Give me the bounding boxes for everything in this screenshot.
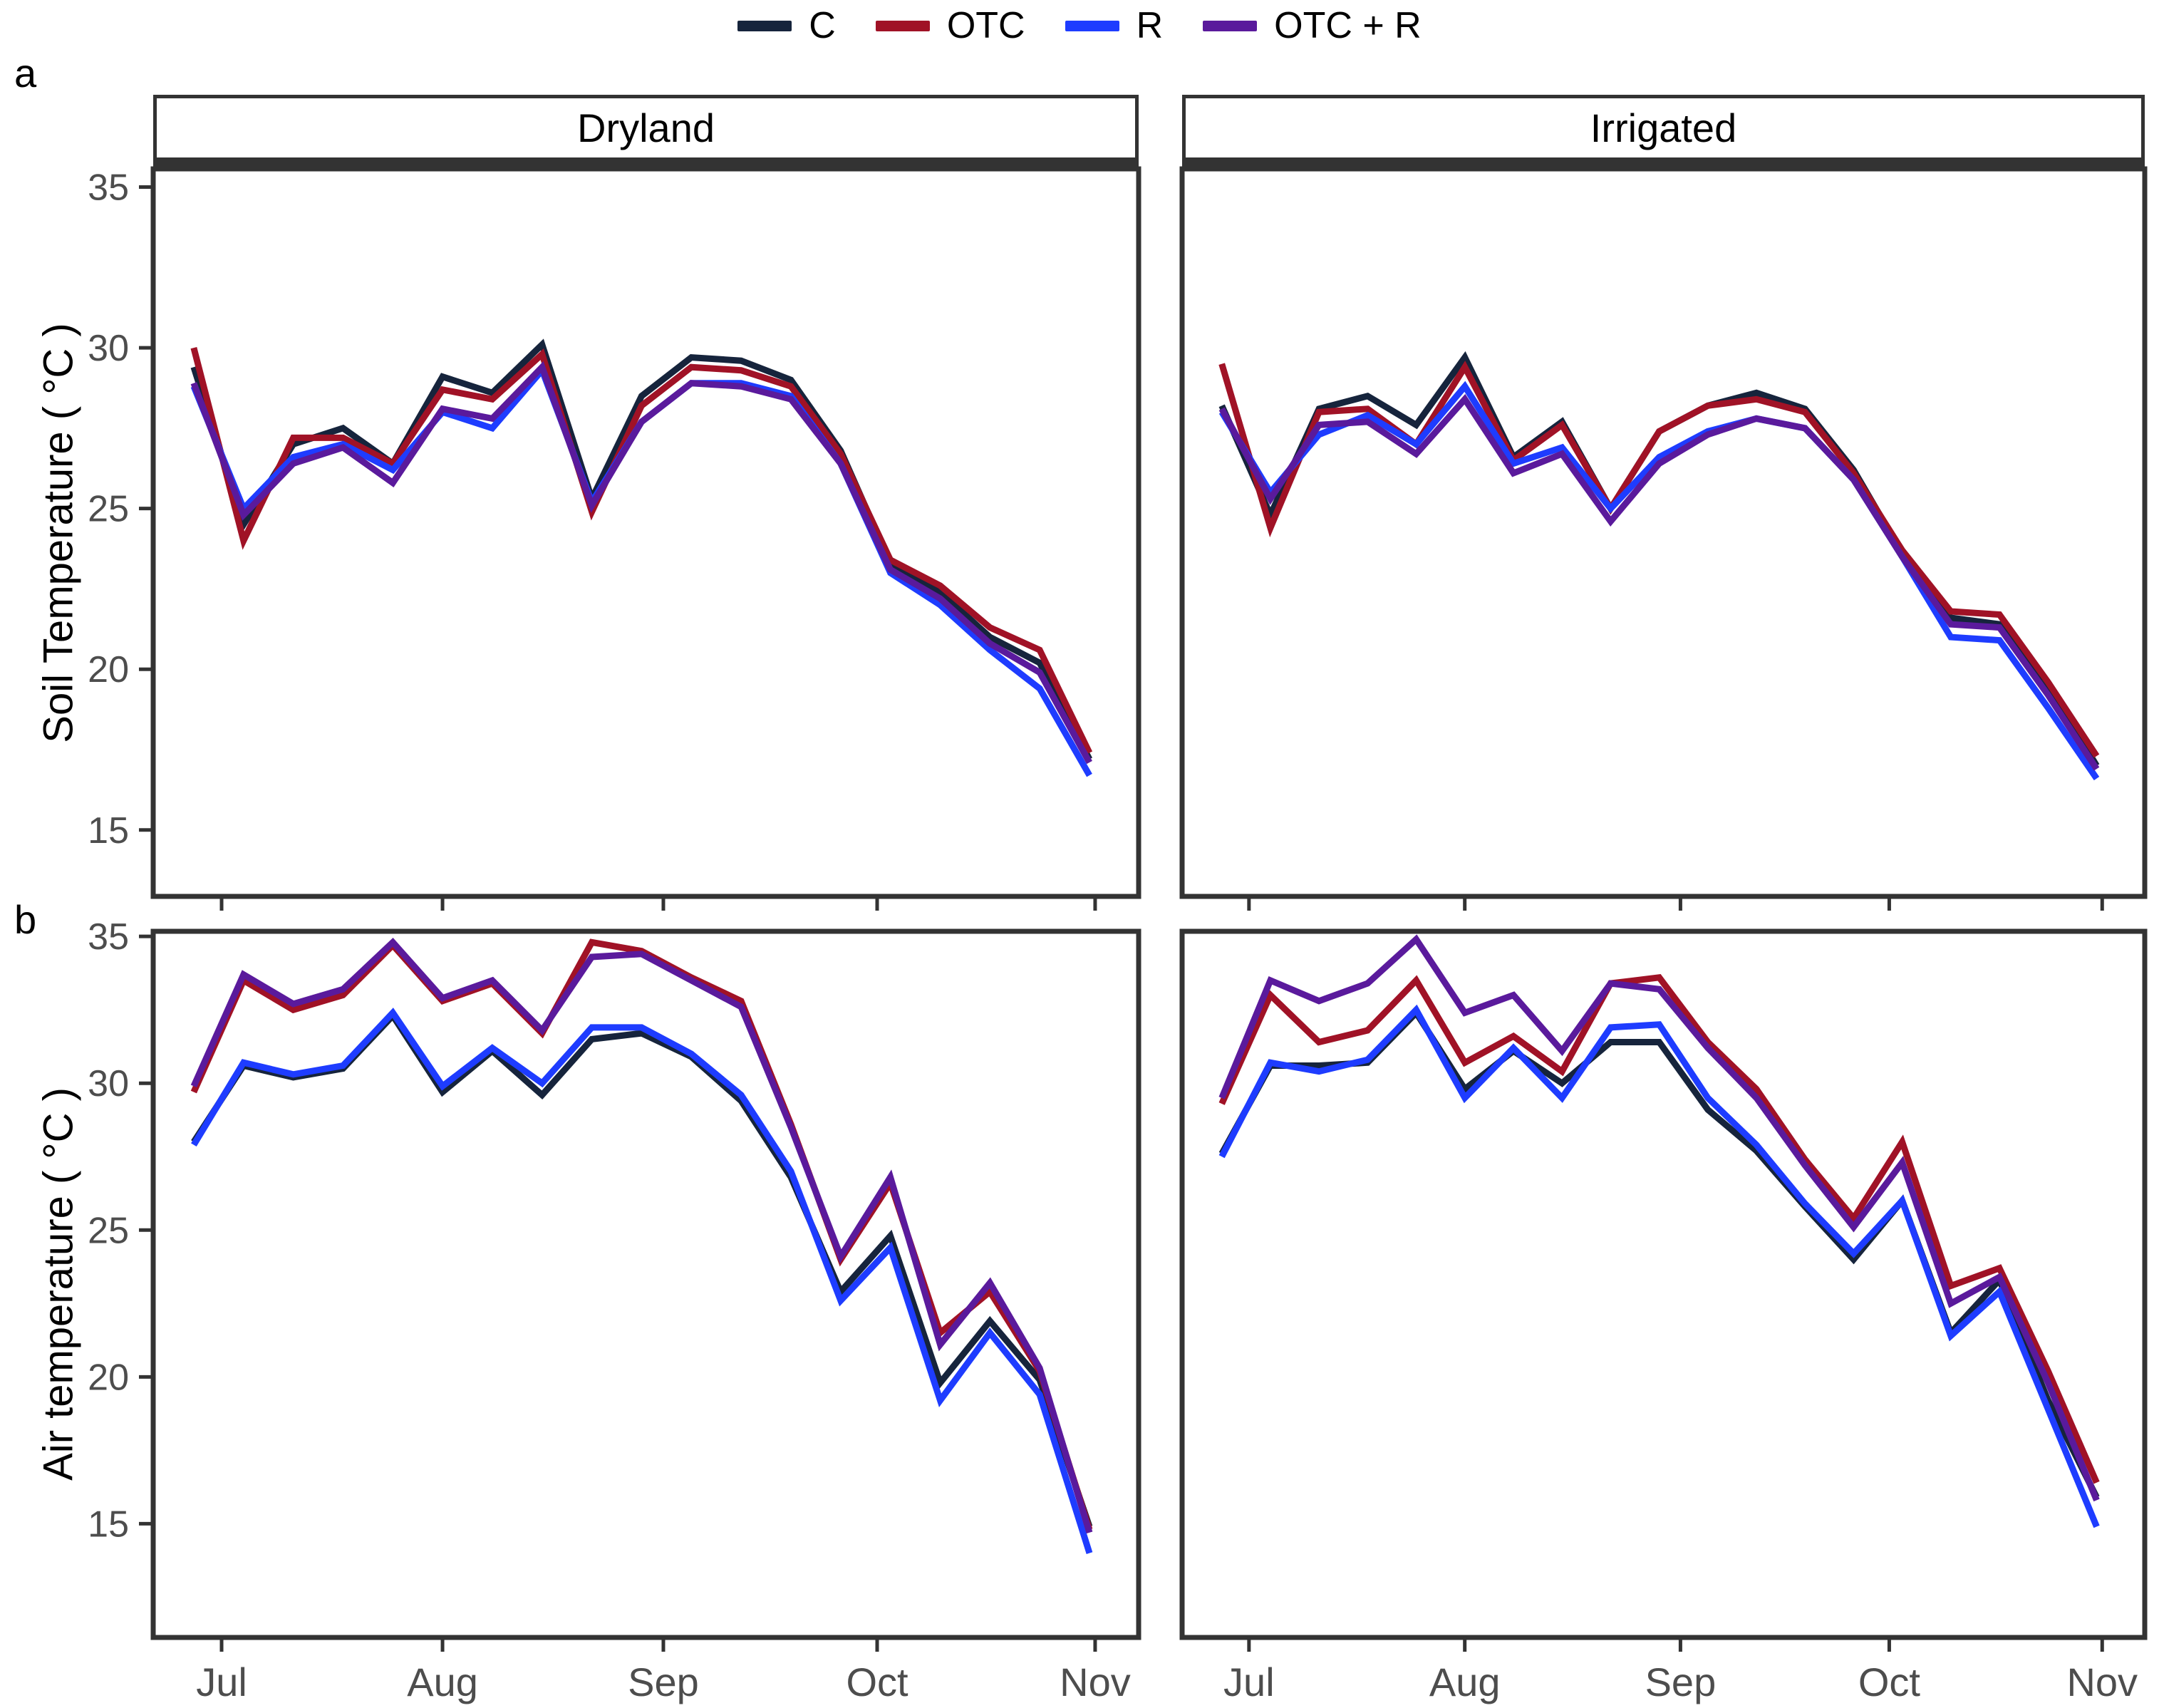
panel-border-b-0 [150,928,1141,1640]
facet-title-irrigated: Irrigated [1590,105,1737,150]
y-tick-label-a-35: 35 [88,167,129,209]
x-tick-label-Jul: Jul [196,1660,247,1704]
x-tick-label-Sep: Sep [1645,1660,1717,1704]
series-line-a-irrigated-R [1218,381,2100,781]
x-tick-label-Aug: Aug [407,1660,478,1704]
series-line-b-irrigated-R [1218,1004,2100,1528]
legend-label-otc: OTC [946,5,1025,46]
y-tick-label-a-20: 20 [88,649,129,690]
series-line-a-dryland-OTC [190,346,1093,755]
legend-label-r: R [1136,5,1164,46]
y-tick-label-b-25: 25 [88,1210,129,1251]
legend-item-c: C [737,4,836,47]
panel-label-b: b [14,897,37,942]
x-tick-label-Nov: Nov [1060,1660,1131,1704]
facet-strip-dryland: Dryland [153,95,1139,161]
series-line-a-dryland-OTCR [190,361,1092,765]
series-line-a-dryland-C [190,338,1092,761]
x-tick-label-Oct: Oct [1858,1660,1921,1704]
panel-label-a: a [14,51,37,95]
panel-border-a-1 [1179,166,2148,899]
x-tick-label-Jul: Jul [1223,1660,1275,1704]
legend-item-r: R [1065,4,1164,47]
series-line-a-irrigated-OTCR [1218,393,2100,771]
series-line-b-irrigated-C [1218,1008,2100,1499]
y-tick-label-b-35: 35 [88,916,129,958]
facet-strip-irrigated: Irrigated [1182,95,2145,161]
series-line-a-irrigated-OTC [1218,361,2100,758]
x-tick-label-Nov: Nov [2066,1660,2138,1704]
series-line-b-irrigated-OTC [1218,974,2100,1484]
facet-title-dryland: Dryland [577,105,715,150]
legend-swatch-otc-r [1203,20,1258,31]
panel-border-a-0 [150,166,1141,899]
legend-swatch-c [737,20,792,31]
y-tick-label-a-30: 30 [88,328,129,369]
x-tick-label-Oct: Oct [846,1660,908,1704]
legend: C OTC R OTC + R [0,4,2159,47]
legend-label-c: C [809,5,836,46]
legend-swatch-otc [875,20,930,31]
y-tick-label-b-15: 15 [88,1503,129,1545]
series-line-b-dryland-C [191,1010,1093,1528]
legend-label-otc-r: OTC + R [1274,5,1422,46]
y-tick-label-b-20: 20 [88,1357,129,1398]
y-tick-label-b-30: 30 [88,1063,129,1104]
series-line-b-irrigated-OTCR [1218,934,2100,1502]
x-tick-label-Aug: Aug [1429,1660,1501,1704]
series-line-b-dryland-R [191,1008,1093,1554]
x-tick-label-Sep: Sep [628,1660,699,1704]
panel-border-b-1 [1179,928,2148,1640]
y-tick-label-a-25: 25 [88,489,129,530]
legend-swatch-r [1065,20,1119,31]
legend-item-otc: OTC [875,4,1025,47]
y-tick-label-a-15: 15 [88,810,129,852]
series-line-b-dryland-OTCR [190,937,1093,1534]
legend-item-otc-r: OTC + R [1203,4,1422,47]
